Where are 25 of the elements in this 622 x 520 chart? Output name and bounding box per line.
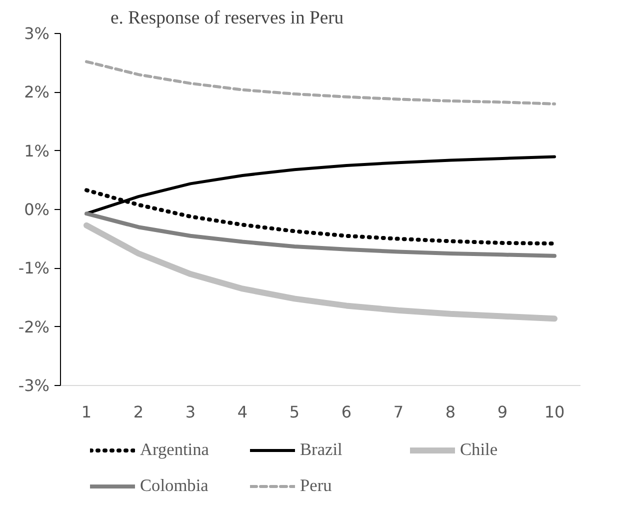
y-tick-label: -2%: [18, 317, 50, 336]
y-tick-label: 1%: [24, 141, 50, 160]
y-tick-label: -3%: [18, 376, 50, 395]
y-tick-label: 0%: [24, 200, 50, 219]
x-tick-label: 6: [341, 402, 352, 422]
legend-label: Brazil: [300, 440, 344, 460]
line-series: [85, 60, 556, 106]
x-tick-label: 5: [289, 402, 300, 422]
legend-label: Chile: [460, 440, 499, 460]
legend-label: Colombia: [140, 476, 210, 496]
y-tick-label: 2%: [24, 82, 50, 102]
y-tick-label: -1%: [18, 258, 50, 278]
x-tick-label: 4: [237, 402, 248, 422]
x-tick-label: 2: [133, 402, 144, 422]
y-tick-label: 3%: [24, 24, 50, 43]
line-series: [84, 212, 556, 258]
legend-label: Peru: [300, 476, 333, 496]
chart-title: e. Response of reserves in Peru: [110, 8, 344, 28]
x-tick-label: 7: [393, 402, 404, 422]
x-tick-label: 3: [185, 402, 196, 422]
x-tick-label: 1: [81, 402, 92, 422]
x-tick-label: 8: [445, 402, 456, 422]
x-tick-label: 10: [544, 402, 565, 422]
legend-label: Argentina: [140, 440, 210, 460]
x-tick-label: 9: [497, 402, 508, 422]
